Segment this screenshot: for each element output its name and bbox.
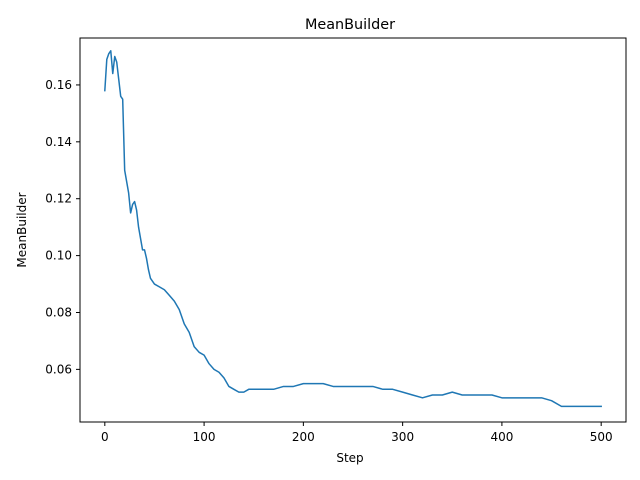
y-tick-label: 0.14 [45, 135, 72, 149]
chart-title: MeanBuilder [305, 17, 395, 33]
y-axis-ticks: 0.06 0.08 0.10 0.12 0.14 0.16 [45, 78, 80, 376]
x-tick-label: 300 [391, 430, 414, 444]
series-line [104, 50, 602, 408]
y-tick-label: 0.10 [45, 249, 72, 263]
y-tick-label: 0.16 [45, 78, 72, 92]
y-tick-label: 0.12 [45, 192, 72, 206]
y-axis-label: MeanBuilder [15, 192, 29, 267]
x-axis-ticks: 0 100 200 300 400 500 [101, 422, 613, 444]
x-tick-label: 500 [590, 430, 613, 444]
y-tick-label: 0.08 [45, 305, 72, 319]
y-tick-label: 0.06 [45, 362, 72, 376]
x-tick-label: 100 [193, 430, 216, 444]
x-tick-label: 0 [101, 430, 109, 444]
plot-frame [79, 37, 627, 423]
x-tick-label: 400 [490, 430, 513, 444]
x-axis-label: Step [336, 451, 363, 465]
x-tick-label: 200 [292, 430, 315, 444]
plot-area [104, 50, 602, 408]
